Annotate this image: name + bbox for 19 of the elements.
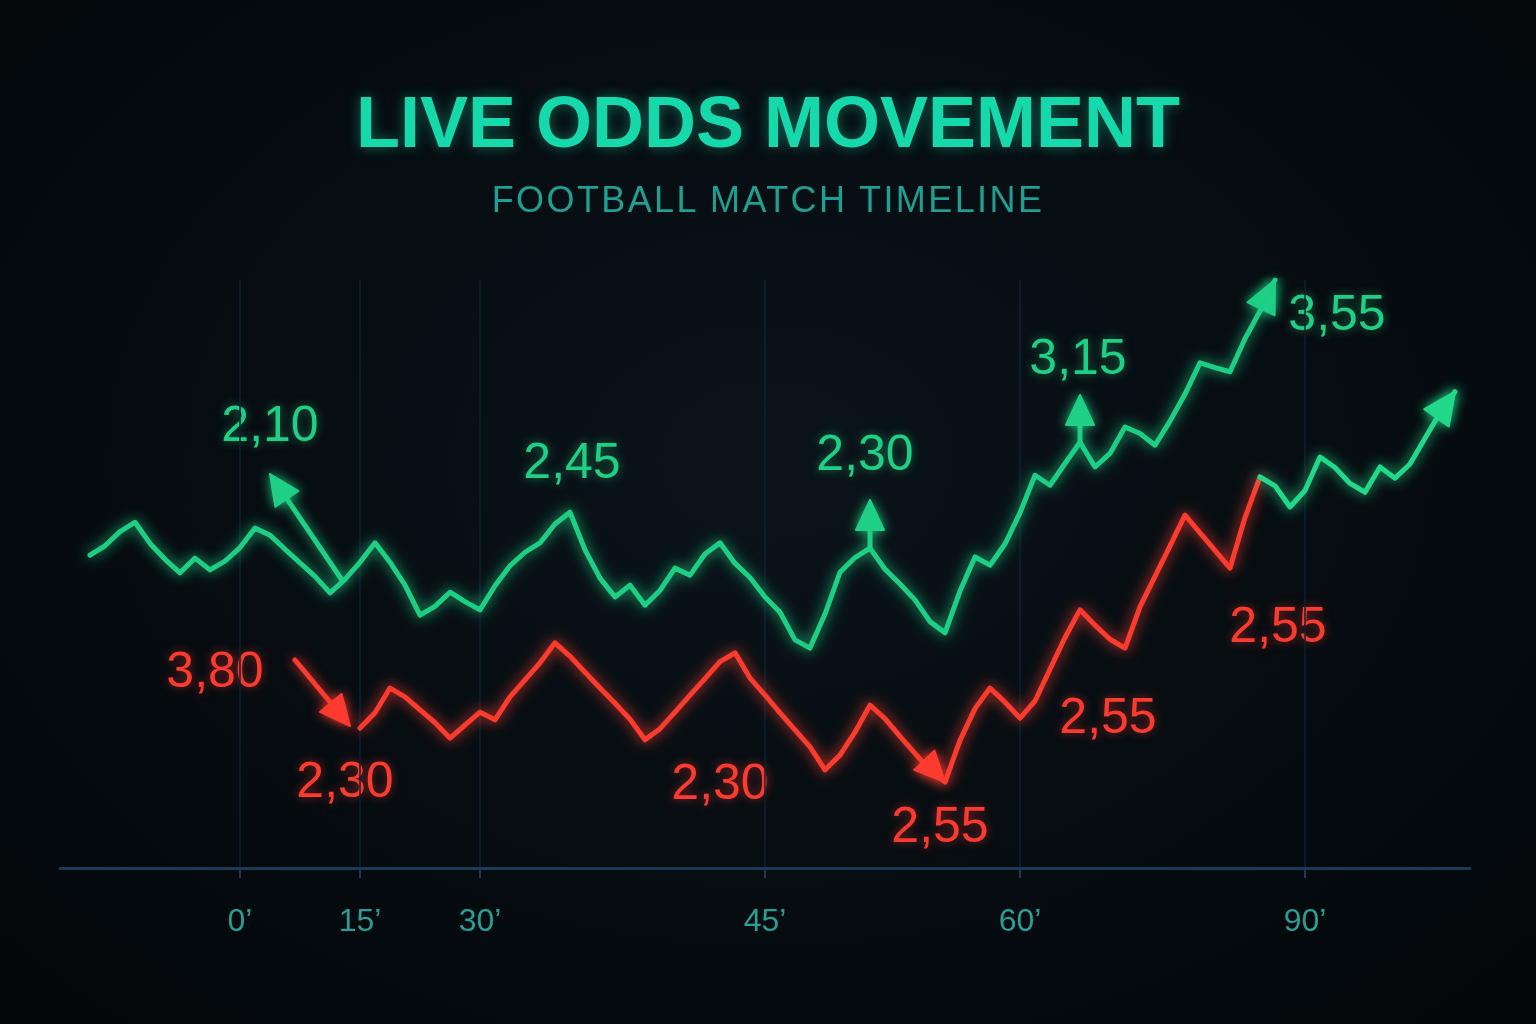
annotation: 2,30 [296,752,394,808]
annotation: 2,55 [891,797,989,853]
annotation: 2,30 [816,425,914,481]
annotation: 2,55 [1229,597,1327,653]
annotation: 3,80 [166,642,264,698]
x-tick-label: 30’ [458,902,502,938]
x-tick-label: 90’ [1283,902,1327,938]
annotation: 3,15 [1029,329,1127,385]
annotation: 3,55 [1288,285,1386,341]
x-tick-label: 15’ [338,902,382,938]
chart-title: LIVE ODDS MOVEMENT [354,82,1182,162]
annotation: 2,30 [671,754,769,810]
x-tick-label: 60’ [998,902,1042,938]
x-tick-label: 45’ [743,902,787,938]
annotation: 2,45 [523,433,621,489]
chart-subtitle: FOOTBALL MATCH TIMELINE [490,178,1046,222]
x-tick-label: 0’ [227,902,253,938]
annotation: 2,10 [221,396,319,452]
annotation: 2,55 [1059,688,1157,744]
